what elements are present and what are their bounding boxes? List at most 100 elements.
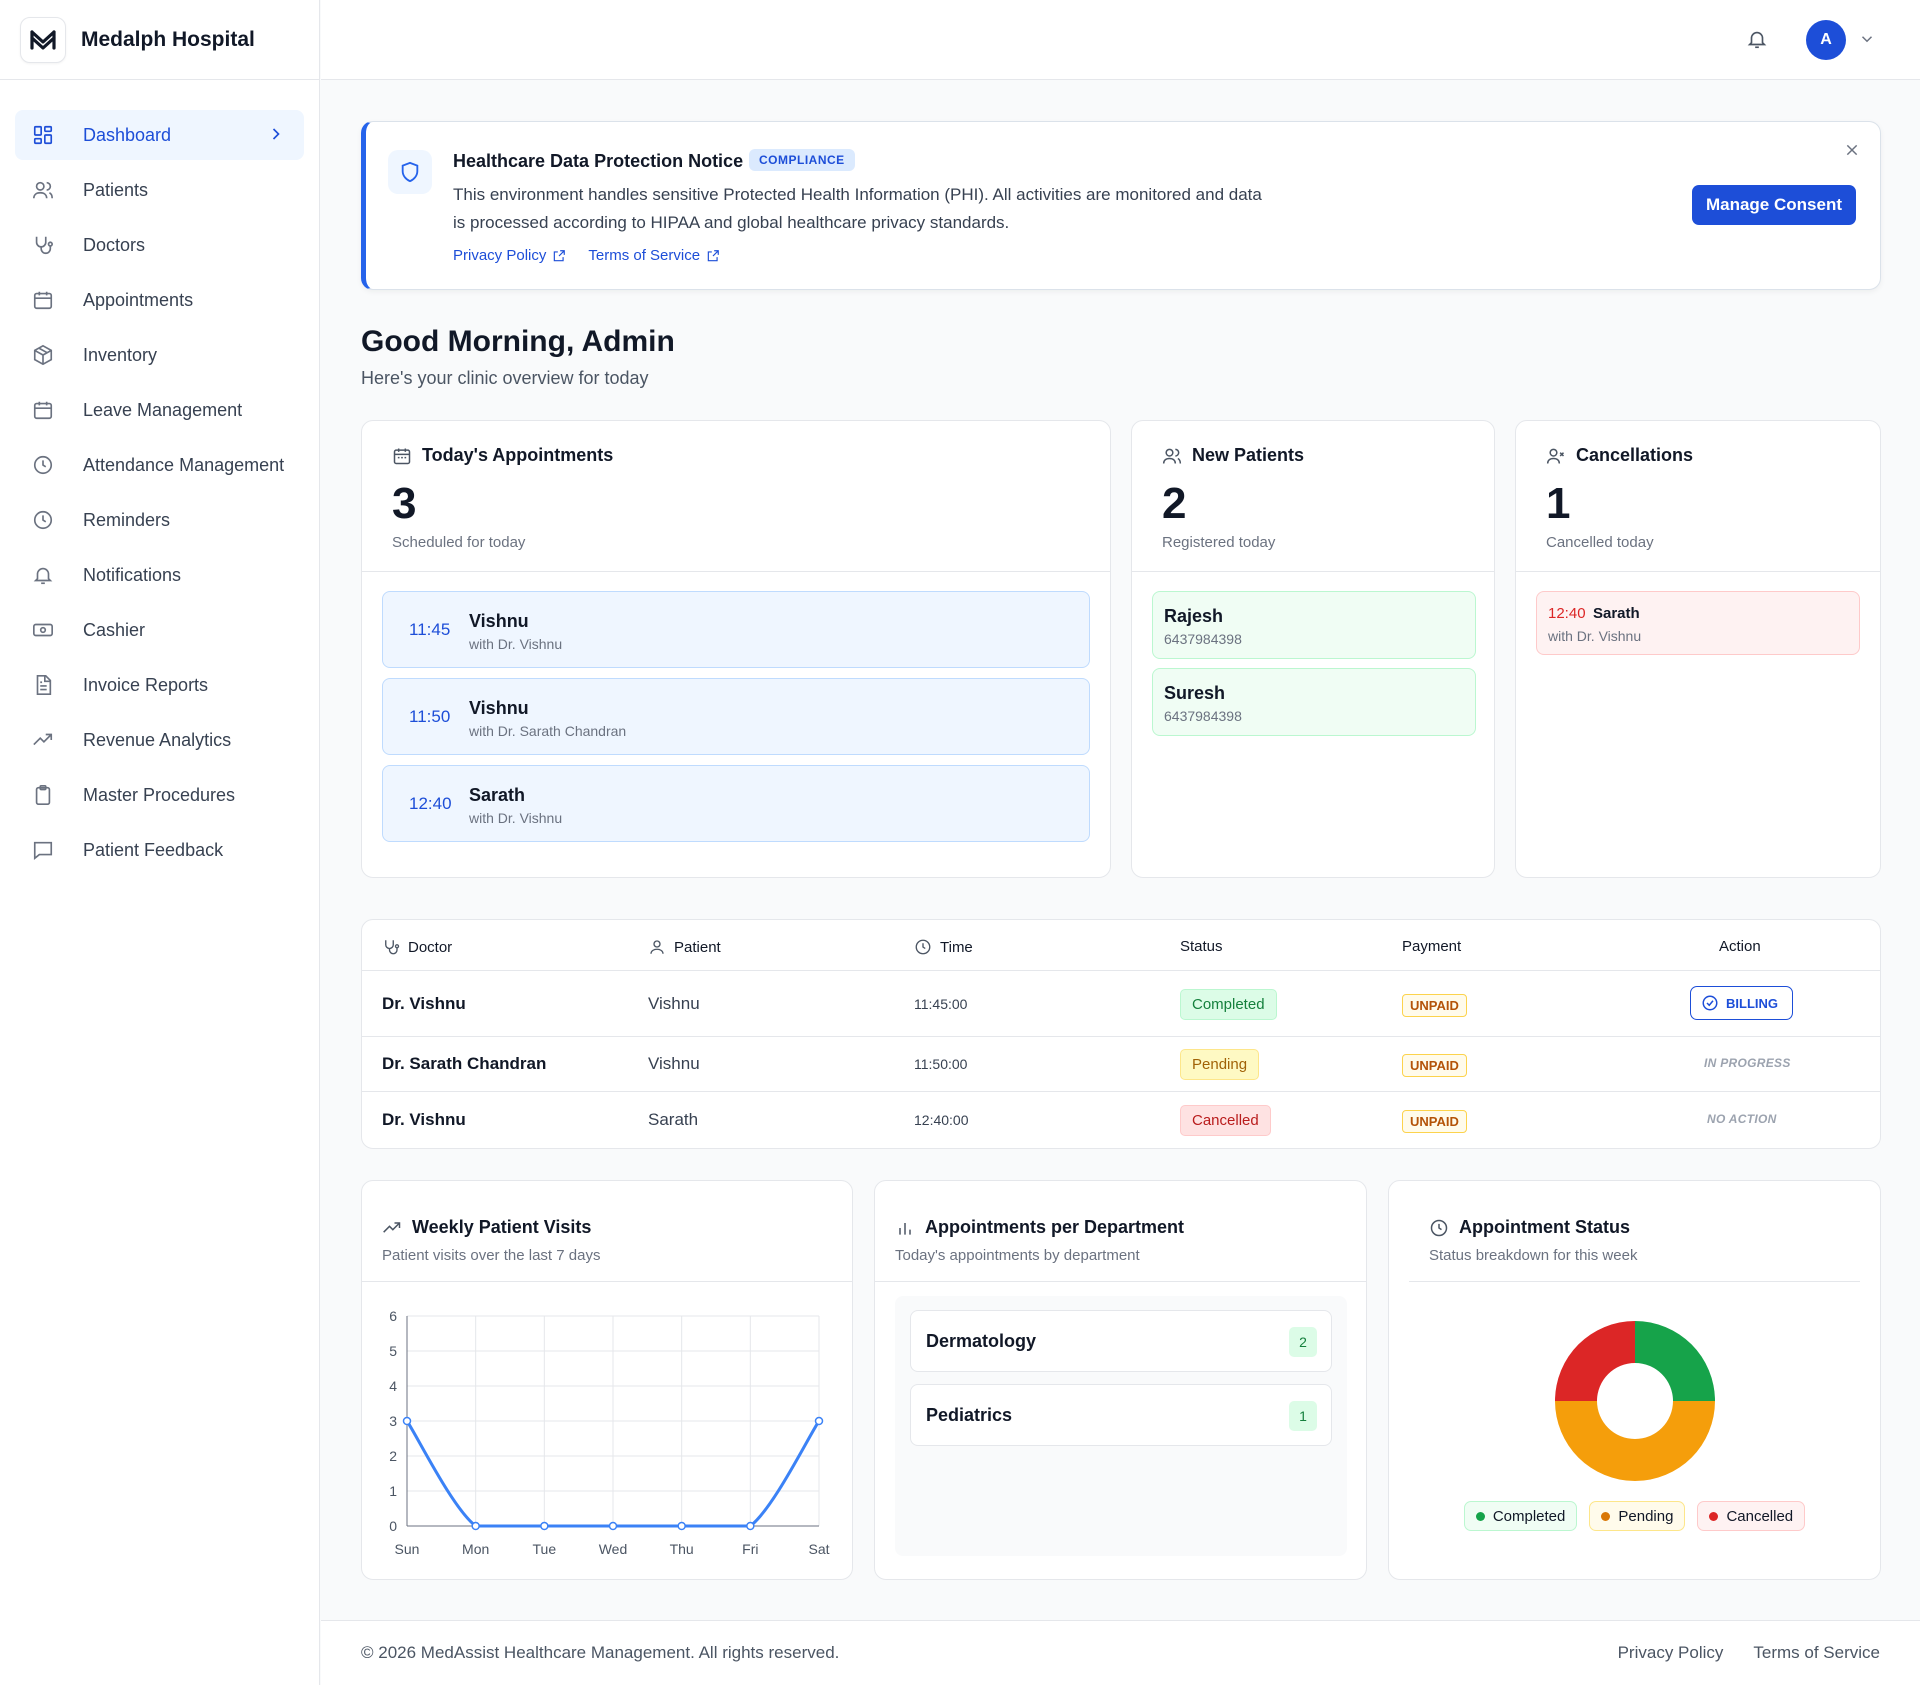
appointment-doctor: with Dr. Sarath Chandran xyxy=(469,723,627,739)
department-count: 2 xyxy=(1289,1327,1317,1357)
legend-label: Pending xyxy=(1618,1507,1674,1525)
status-badge: Cancelled xyxy=(1180,1105,1271,1136)
new-patients-count: 2 xyxy=(1162,479,1187,528)
appointment-status-card: Appointment Status Status breakdown for … xyxy=(1388,1180,1881,1580)
footer-terms-link[interactable]: Terms of Service xyxy=(1753,1643,1880,1662)
appointment-doctor: with Dr. Vishnu xyxy=(469,636,563,652)
sidebar-item-inventory[interactable]: Inventory xyxy=(15,330,304,380)
sidebar-item-patient-feedback[interactable]: Patient Feedback xyxy=(15,825,304,875)
sidebar-item-revenue-analytics[interactable]: Revenue Analytics xyxy=(15,715,304,765)
sidebar-item-label: Doctors xyxy=(83,234,146,255)
sidebar-item-reminders[interactable]: Reminders xyxy=(15,495,304,545)
status-badge: Pending xyxy=(1180,1049,1260,1080)
sidebar-item-label: Attendance Management xyxy=(83,454,285,475)
sidebar-item-label: Revenue Analytics xyxy=(83,729,232,750)
legend-item-cancelled[interactable]: Cancelled xyxy=(1697,1501,1806,1531)
x-tick-label: Wed xyxy=(599,1541,628,1557)
column-header-doctor[interactable]: Doctor xyxy=(382,938,452,956)
list-item[interactable]: Rajesh 6437984398 xyxy=(1152,591,1476,659)
card-subtitle: Patient visits over the last 7 days xyxy=(382,1247,601,1264)
sidebar-item-patients[interactable]: Patients xyxy=(15,165,304,215)
legend-label: Cancelled xyxy=(1726,1507,1794,1525)
footer-privacy-link[interactable]: Privacy Policy xyxy=(1617,1643,1724,1662)
list-item[interactable]: Suresh 6437984398 xyxy=(1152,668,1476,736)
patient-name: Rajesh xyxy=(1164,606,1224,626)
sidebar-item-master-procedures[interactable]: Master Procedures xyxy=(15,770,304,820)
card-title: Cancellations xyxy=(1576,445,1694,465)
billing-button[interactable]: BILLING xyxy=(1690,986,1793,1020)
y-tick-label: 1 xyxy=(389,1483,397,1499)
close-icon[interactable] xyxy=(1844,142,1860,163)
list-item[interactable]: 11:45 Vishnu with Dr. Vishnu xyxy=(382,591,1090,668)
column-header-label: Status xyxy=(1180,938,1223,955)
sidebar-item-cashier[interactable]: Cashier xyxy=(15,605,304,655)
legend-dot xyxy=(1601,1511,1611,1521)
card-title: Appointments per Department xyxy=(925,1217,1185,1237)
appointments-count: 3 xyxy=(392,479,417,528)
list-item[interactable]: Dermatology 2 xyxy=(910,1310,1332,1372)
manage-consent-button[interactable]: Manage Consent xyxy=(1691,185,1856,225)
card-subtitle: Registered today xyxy=(1162,534,1276,551)
data-point xyxy=(540,1521,549,1531)
list-item[interactable]: 11:50 Vishnu with Dr. Sarath Chandran xyxy=(382,678,1090,755)
sidebar-item-label: Cashier xyxy=(83,619,146,640)
avatar[interactable]: A xyxy=(1806,20,1846,60)
brand[interactable]: Medalph Hospital xyxy=(0,0,319,80)
column-header-status[interactable]: Status xyxy=(1180,938,1223,955)
column-header-label: Time xyxy=(940,938,973,956)
legend-item-pending[interactable]: Pending xyxy=(1589,1501,1686,1531)
privacy-policy-link[interactable]: Privacy Policy xyxy=(453,247,566,264)
sidebar-item-doctors[interactable]: Doctors xyxy=(15,220,304,270)
users-icon xyxy=(30,177,56,203)
sidebar-item-label: Notifications xyxy=(83,564,182,585)
brand-name: Medalph Hospital xyxy=(81,27,255,51)
column-header-label: Doctor xyxy=(408,938,453,956)
legend-item-completed[interactable]: Completed xyxy=(1463,1501,1578,1531)
billing-label: BILLING xyxy=(1726,995,1778,1011)
sidebar-item-dashboard[interactable]: Dashboard xyxy=(15,110,304,160)
sidebar-item-label: Patients xyxy=(83,179,149,200)
trending-up-icon xyxy=(30,727,56,753)
notice-links: Privacy Policy Terms of Service xyxy=(453,247,720,264)
cancellations-count: 1 xyxy=(1546,479,1571,528)
data-point xyxy=(471,1521,480,1531)
table-row[interactable]: Dr. Sarath Chandran Vishnu 11:50:00 Pend… xyxy=(362,1036,1880,1091)
table-row[interactable]: Dr. Vishnu Vishnu 11:45:00 Completed UNP… xyxy=(362,970,1880,1036)
sidebar-item-leave-management[interactable]: Leave Management xyxy=(15,385,304,435)
terms-of-service-link[interactable]: Terms of Service xyxy=(588,247,720,264)
column-header-patient[interactable]: Patient xyxy=(648,938,721,956)
cancellation-time: 12:40 xyxy=(1548,605,1586,622)
cancellations-card: Cancellations 1 Cancelled today 12:40 Sa… xyxy=(1515,420,1881,878)
y-tick-label: 3 xyxy=(389,1413,397,1429)
notice-text-line: is processed according to HIPAA and glob… xyxy=(453,213,1010,232)
footer-links: Privacy Policy Terms of Service xyxy=(1618,1643,1880,1663)
check-circle-icon xyxy=(1702,995,1718,1011)
list-item[interactable]: 12:40 Sarath with Dr. Vishnu xyxy=(382,765,1090,842)
sidebar-item-attendance-management[interactable]: Attendance Management xyxy=(15,440,304,490)
sidebar-item-appointments[interactable]: Appointments xyxy=(15,275,304,325)
bell-icon[interactable] xyxy=(1746,27,1768,56)
cell-doctor: Dr. Vishnu xyxy=(382,994,466,1013)
department-name: Pediatrics xyxy=(926,1405,1013,1425)
column-header-action[interactable]: Action xyxy=(1719,938,1761,955)
sidebar-item-invoice-reports[interactable]: Invoice Reports xyxy=(15,660,304,710)
footer: © 2026 MedAssist Healthcare Management. … xyxy=(321,1620,1920,1685)
privacy-policy-label: Privacy Policy xyxy=(453,247,547,264)
chevron-down-icon[interactable] xyxy=(1858,30,1876,53)
appointments-table: Doctor Patient Time Status Payment Actio… xyxy=(361,919,1881,1149)
clock-icon xyxy=(1429,1218,1449,1238)
card-title: Weekly Patient Visits xyxy=(412,1217,592,1237)
list-item[interactable]: 12:40 Sarath with Dr. Vishnu xyxy=(1536,591,1860,655)
compliance-badge: COMPLIANCE xyxy=(749,149,855,171)
cancellation-doctor: with Dr. Vishnu xyxy=(1548,628,1642,644)
column-header-payment[interactable]: Payment xyxy=(1402,938,1461,955)
table-row[interactable]: Dr. Vishnu Sarath 12:40:00 Cancelled UNP… xyxy=(362,1091,1880,1149)
banknote-icon xyxy=(30,617,56,643)
column-header-time[interactable]: Time xyxy=(914,938,973,956)
list-item[interactable]: Pediatrics 1 xyxy=(910,1384,1332,1446)
card-title: New Patients xyxy=(1192,445,1305,465)
package-icon xyxy=(30,342,56,368)
chevron-right-icon xyxy=(266,124,286,149)
sidebar-item-notifications[interactable]: Notifications xyxy=(15,550,304,600)
patient-phone: 6437984398 xyxy=(1164,631,1242,647)
